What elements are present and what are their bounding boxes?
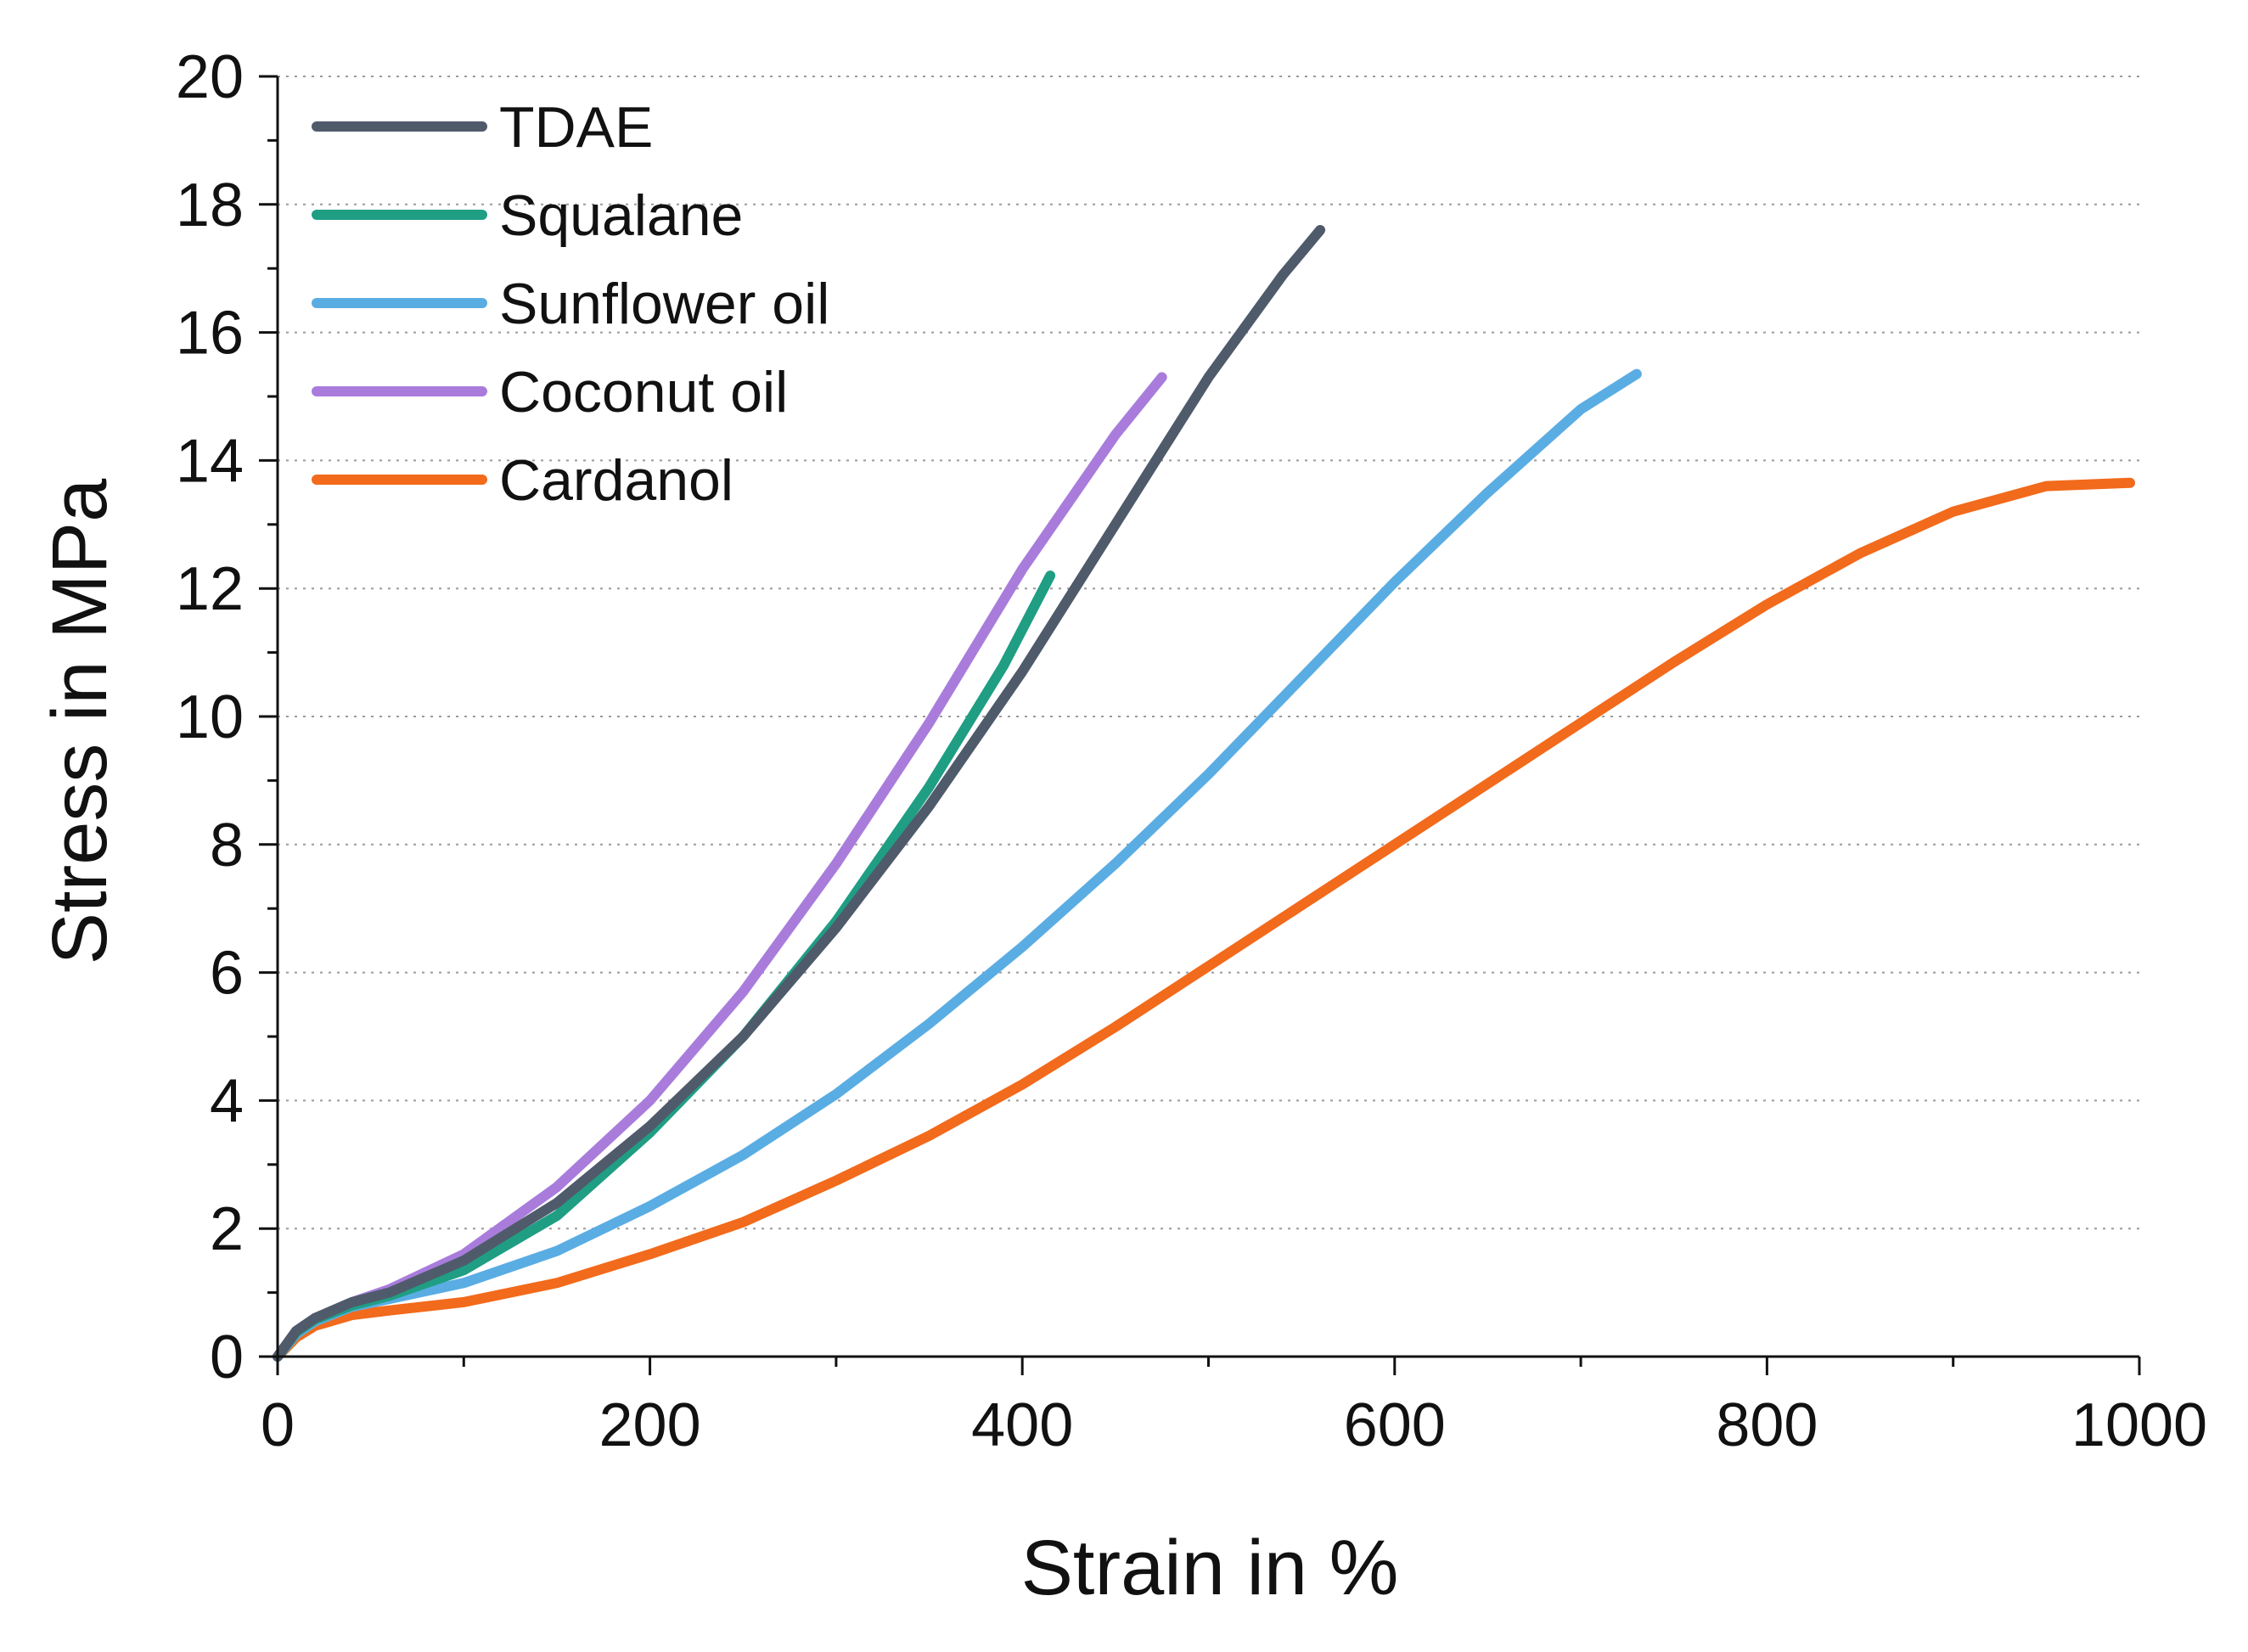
y-tick-label-16: 16 — [176, 300, 244, 368]
series-line-sunflower-oil — [273, 368, 1642, 1362]
x-tick-label-0: 0 — [261, 1391, 295, 1459]
y-tick-label-8: 8 — [210, 812, 244, 879]
series-line-cardanol — [273, 477, 2135, 1362]
legend-label-cardanol: Cardanol — [499, 448, 733, 513]
axes — [259, 75, 2141, 1375]
y-tick-label-14: 14 — [176, 427, 244, 495]
y-tick-label-4: 4 — [210, 1067, 244, 1135]
x-axis-title: Strain in % — [1021, 1525, 1399, 1611]
legend-label-squalane: Squalane — [499, 183, 743, 248]
x-tick-label-1000: 1000 — [2071, 1391, 2207, 1459]
legend-label-sunflower-oil: Sunflower oil — [499, 272, 829, 336]
y-tick-label-18: 18 — [176, 171, 244, 239]
y-tick-label-12: 12 — [176, 555, 244, 623]
series-lines — [273, 225, 2135, 1362]
y-tick-label-20: 20 — [176, 43, 244, 111]
series-line-squalane — [273, 570, 1056, 1362]
x-tick-label-200: 200 — [599, 1391, 701, 1459]
y-tick-label-6: 6 — [210, 940, 244, 1008]
series-line-tdae — [273, 225, 1326, 1362]
legend: TDAE Squalane Sunflower oil Coconut oil Card… — [312, 95, 829, 513]
x-tick-label-400: 400 — [971, 1391, 1073, 1459]
grid-lines — [278, 76, 2139, 1230]
x-tick-label-600: 600 — [1344, 1391, 1446, 1459]
x-tick-label-800: 800 — [1716, 1391, 1818, 1459]
series-line-coconut-oil — [273, 372, 1167, 1362]
legend-label-tdae: TDAE — [499, 95, 653, 160]
y-tick-label-0: 0 — [210, 1323, 244, 1391]
legend-label-coconut-oil: Coconut oil — [499, 360, 788, 424]
y-axis-title: Stress in MPa — [37, 478, 123, 964]
y-tick-label-10: 10 — [176, 683, 244, 751]
y-tick-label-2: 2 — [210, 1195, 244, 1263]
